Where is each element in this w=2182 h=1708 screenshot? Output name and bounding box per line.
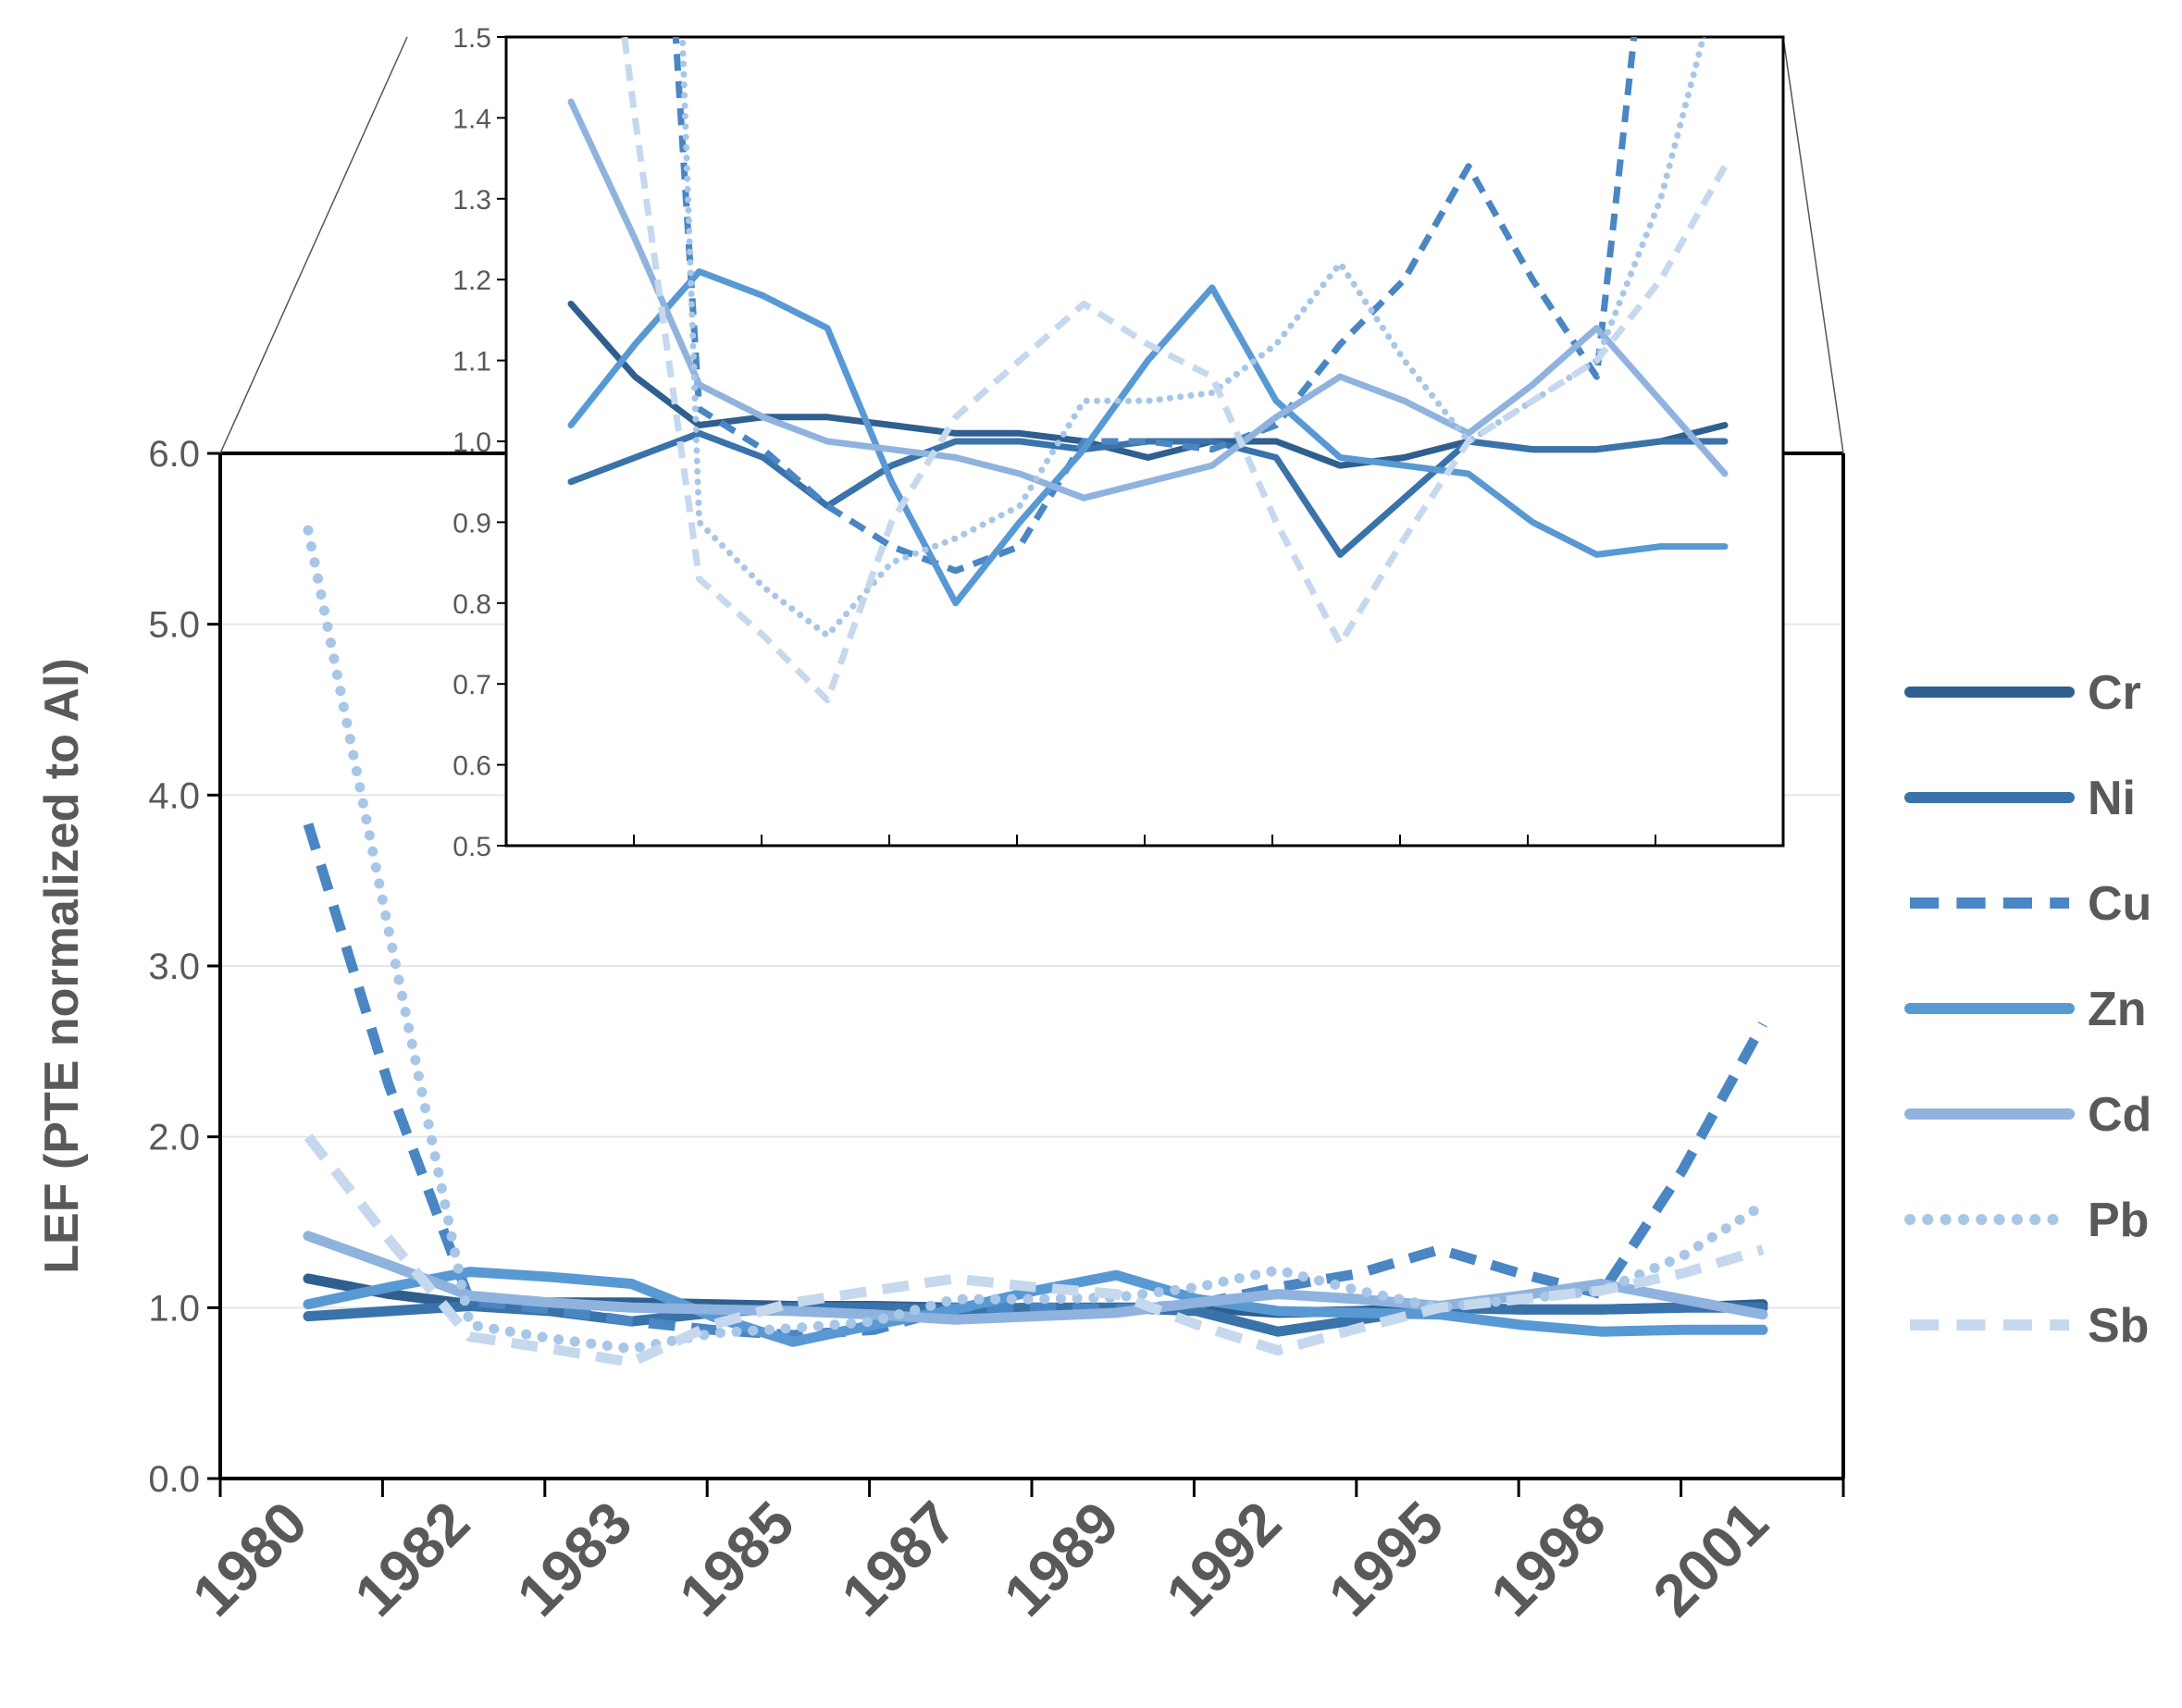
- main-x-tick-label: 2001: [1641, 1489, 1781, 1629]
- legend-label-cu: Cu: [2088, 877, 2151, 931]
- legend: Cr Ni Cu Zn Cd Pb Sb: [1904, 666, 2151, 1353]
- inset-x-ticks: [633, 835, 1656, 846]
- inset-y-tick-label: 0.6: [453, 751, 491, 782]
- legend-label-cd: Cd: [2088, 1088, 2151, 1142]
- main-x-tick-label: 1989: [991, 1489, 1132, 1629]
- y-axis-title: LEF (PTE normalized to Al): [35, 658, 89, 1273]
- main-y-tick-label: 6.0: [148, 434, 200, 475]
- inset-y-tick-label: 1.4: [453, 104, 491, 134]
- main-x-tick-label: 1982: [341, 1489, 482, 1629]
- inset-series-cd: [567, 98, 1729, 501]
- legend-label-cr: Cr: [2088, 666, 2141, 720]
- inset-y-tick-label: 1.3: [453, 185, 491, 216]
- main-y-ticks: 0.0 1.0 2.0 3.0 4.0 5.0 6.0: [148, 434, 220, 1500]
- inset-y-tick-label: 0.9: [453, 508, 491, 538]
- main-series-lines: [303, 525, 1768, 1368]
- inset-plot: 0.5 0.6 0.7 0.8 0.9 1.0 1.1 1.2 1.3 1.4 1.5: [453, 23, 1785, 862]
- main-y-tick-label: 5.0: [148, 605, 200, 646]
- inset-y-tick-label: 0.5: [453, 832, 491, 862]
- main-x-tick-label: 1985: [666, 1489, 807, 1629]
- inset-y-ticks: 0.5 0.6 0.7 0.8 0.9 1.0 1.1 1.2 1.3 1.4 1.5: [453, 23, 506, 862]
- main-y-tick-label: 1.0: [148, 1288, 200, 1329]
- inset-y-tick-label: 1.5: [453, 23, 491, 54]
- main-x-tick-label: 1992: [1153, 1489, 1294, 1629]
- main-x-tick-label: 1980: [180, 1489, 320, 1629]
- main-y-tick-label: 2.0: [148, 1118, 200, 1158]
- main-x-tick-label: 1983: [504, 1489, 645, 1629]
- main-y-tick-label: 3.0: [148, 947, 200, 987]
- inset-series-zn: [567, 268, 1729, 607]
- inset-series-lines: [567, 37, 1729, 704]
- inset-y-tick-label: 0.7: [453, 670, 491, 700]
- inset-y-tick-label: 1.0: [453, 427, 491, 458]
- inset-series-ni: [567, 429, 1729, 558]
- main-x-ticks: 1980 1982 1983 1985 1987 1989 1992 1995 1998 2001: [180, 1479, 1845, 1629]
- legend-label-sb: Sb: [2088, 1299, 2149, 1353]
- main-series-sb: [304, 1133, 1765, 1368]
- inset-series-sb: [621, 37, 1729, 704]
- inset-y-tick-label: 1.1: [453, 347, 491, 377]
- legend-label-pb: Pb: [2088, 1194, 2149, 1247]
- main-series-cu: [303, 823, 1767, 1341]
- main-y-tick-label: 0.0: [148, 1459, 200, 1500]
- inset-series-cu: [672, 37, 1638, 575]
- inset-y-tick-label: 1.2: [453, 266, 491, 296]
- main-x-tick-label: 1998: [1478, 1489, 1618, 1629]
- main-y-tick-label: 4.0: [148, 775, 200, 816]
- legend-label-zn: Zn: [2088, 983, 2147, 1036]
- zoom-connector-left: [219, 36, 408, 454]
- main-x-tick-label: 1987: [829, 1489, 970, 1629]
- zoom-connector-right: [1782, 36, 1844, 454]
- main-x-tick-label: 1995: [1316, 1489, 1457, 1629]
- legend-label-ni: Ni: [2088, 772, 2136, 825]
- inset-y-tick-label: 0.8: [453, 589, 491, 620]
